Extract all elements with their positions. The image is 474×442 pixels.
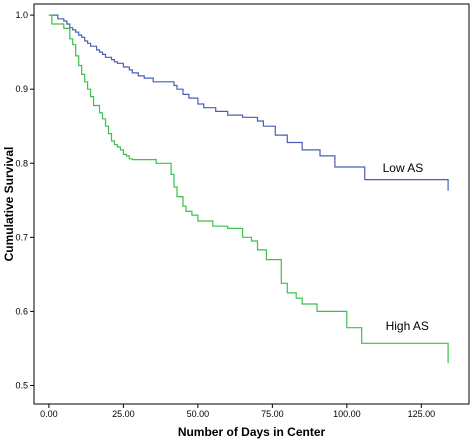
x-tick-label: 125.00: [408, 409, 436, 419]
x-axis-title: Number of Days in Center: [178, 425, 326, 439]
y-tick-label: 0.5: [15, 380, 28, 390]
y-axis-title: Cumulative Survival: [2, 147, 16, 262]
plot-area: [33, 3, 470, 405]
x-tick-label: 25.00: [112, 409, 135, 419]
x-tick-label: 100.00: [333, 409, 361, 419]
y-tick-label: 0.6: [15, 306, 28, 316]
y-axis: 0.5 0.6 0.7 0.8 0.9 1.0: [15, 10, 34, 390]
y-tick-label: 1.0: [15, 10, 28, 20]
survival-curve-high-as: [48, 14, 449, 364]
survival-curve-low-as: [48, 14, 449, 191]
series-layer: Low AS High AS: [48, 14, 449, 364]
series-label-low-as: Low AS: [383, 161, 424, 175]
y-tick-label: 0.7: [15, 232, 28, 242]
x-axis: 0.00 25.00 50.00 75.00 100.00 125.00: [40, 404, 435, 419]
x-tick-label: 75.00: [261, 409, 284, 419]
series-label-high-as: High AS: [386, 319, 429, 333]
x-tick-label: 50.00: [187, 409, 210, 419]
y-tick-label: 0.9: [15, 84, 28, 94]
y-tick-label: 0.8: [15, 158, 28, 168]
x-tick-label: 0.00: [40, 409, 58, 419]
